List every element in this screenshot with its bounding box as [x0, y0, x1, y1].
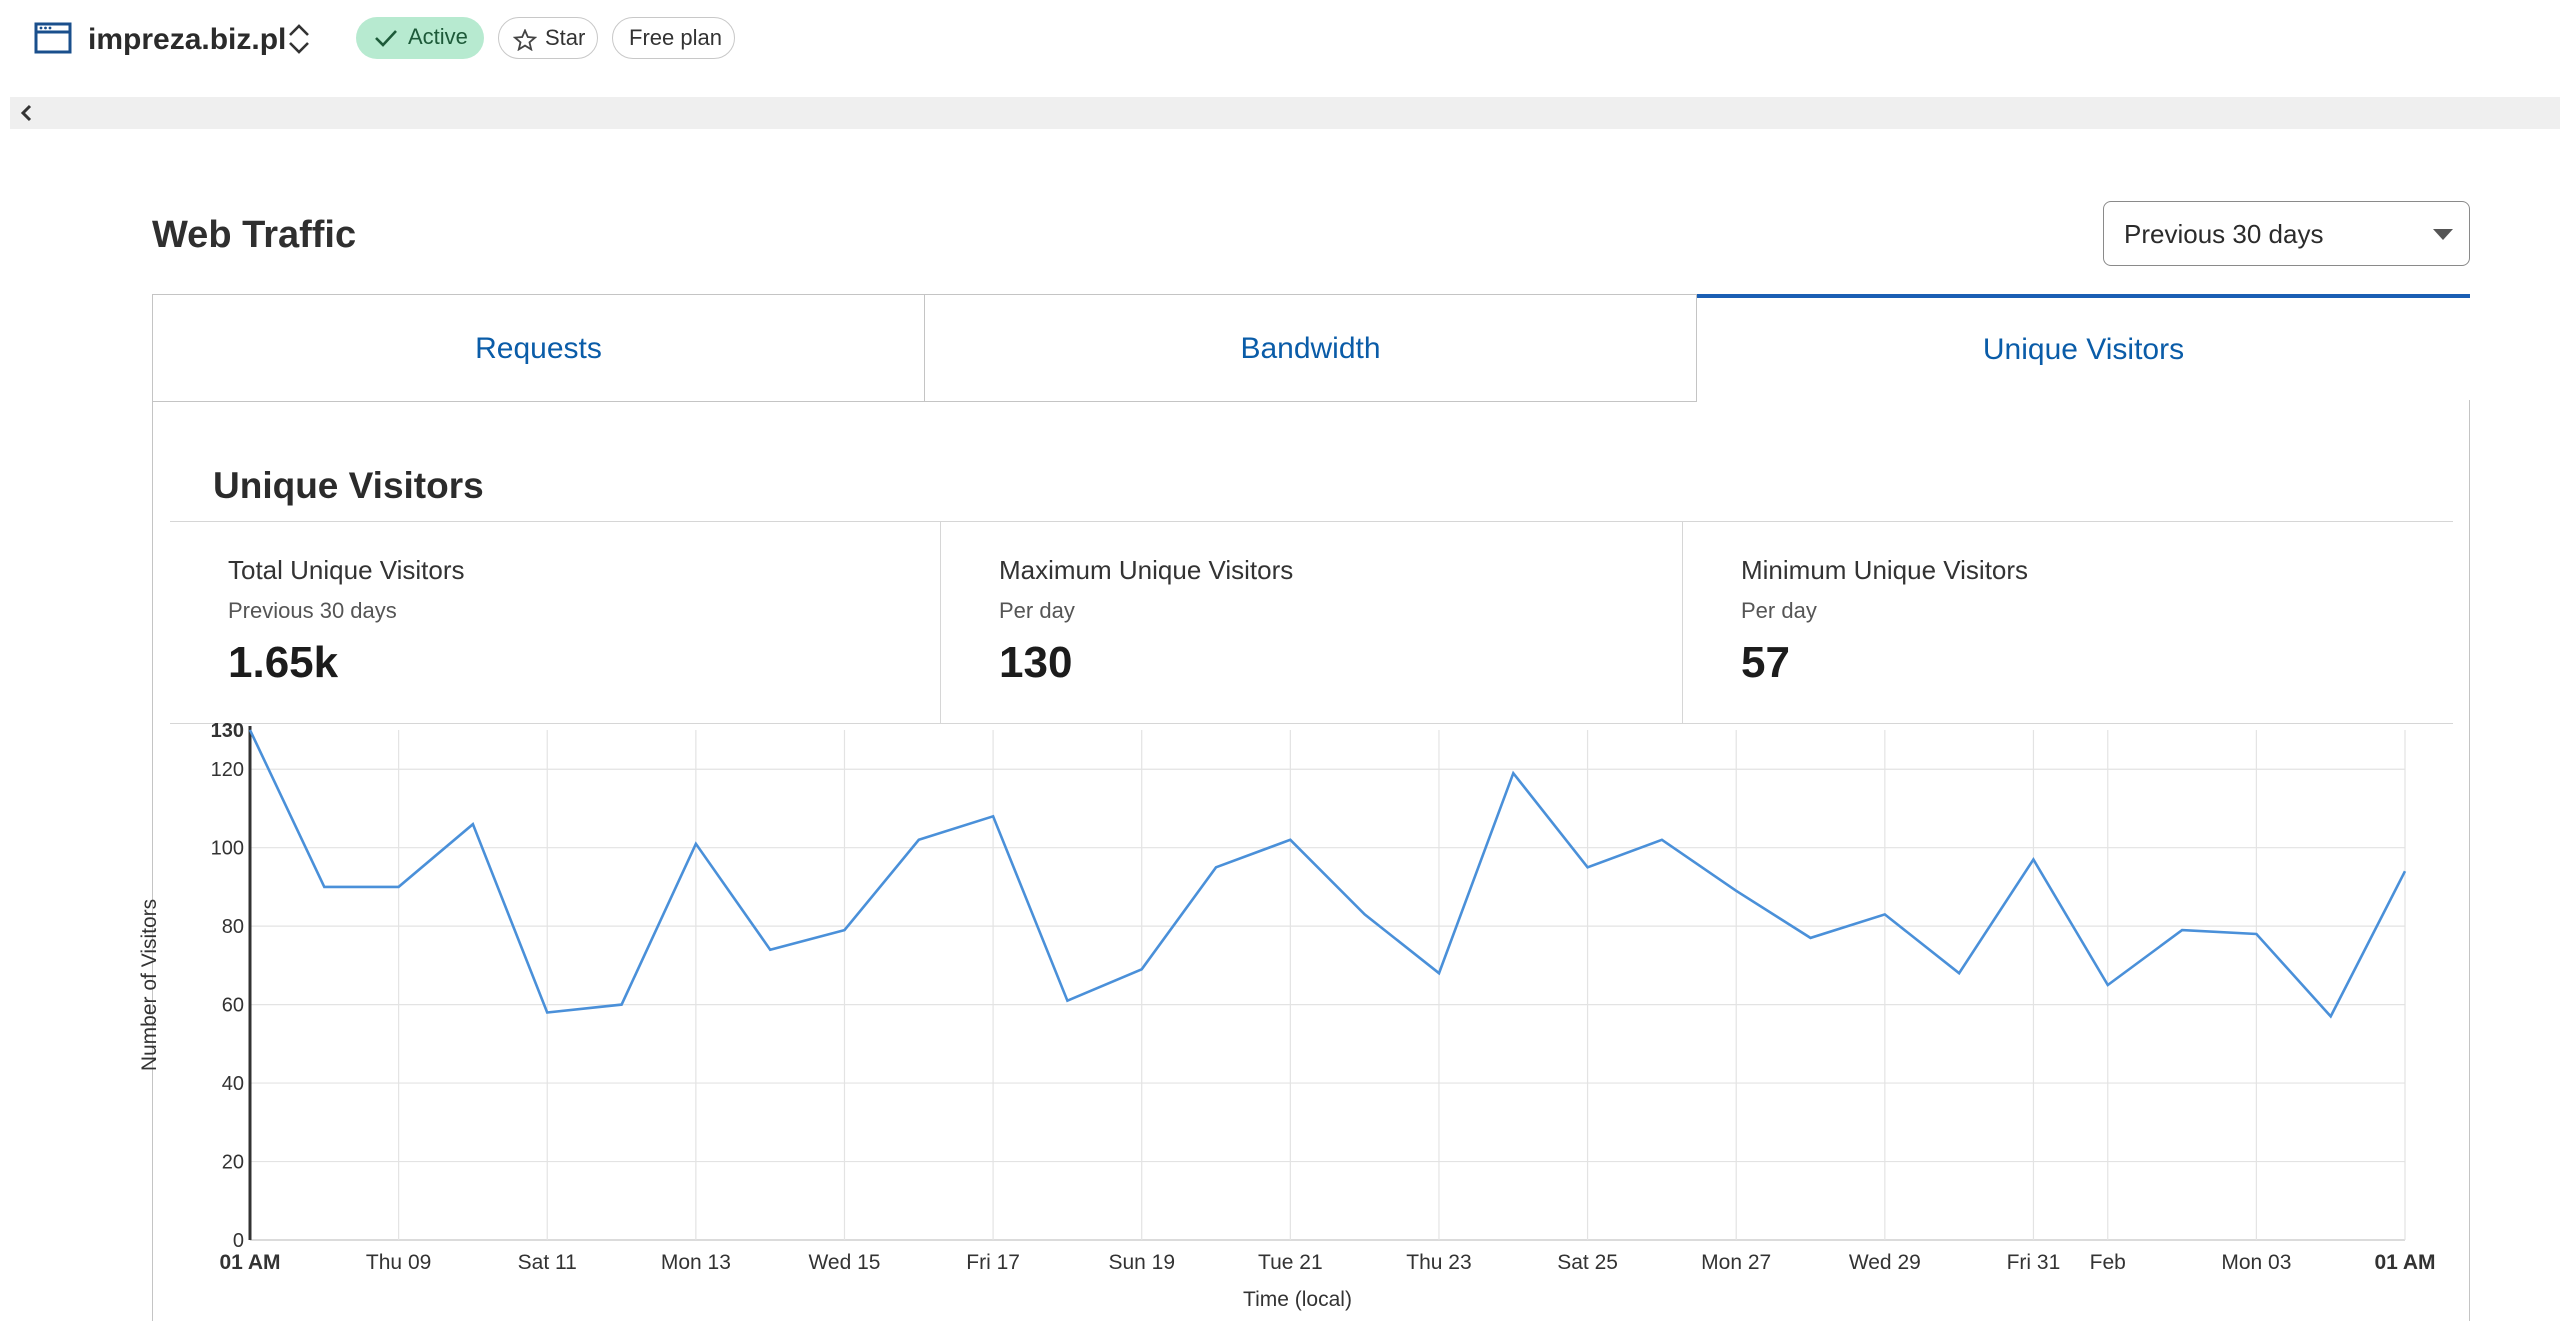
y-axis-ticks: 0 20 40 60 80 100 120 130: [211, 720, 244, 1252]
site-name: impreza.biz.pl: [88, 23, 287, 56]
x-tick-label: Feb: [2090, 1251, 2126, 1274]
y-tick-label: 0: [233, 1230, 244, 1252]
x-tick-label: Mon 13: [661, 1251, 731, 1274]
tab-bandwidth[interactable]: Bandwidth: [924, 294, 1697, 402]
collapse-sidebar-bar[interactable]: [10, 97, 2560, 129]
y-tick-label: 100: [211, 838, 244, 860]
caret-down-icon: [2433, 229, 2453, 240]
y-tick-label: 120: [211, 759, 244, 781]
chart-grid: [249, 730, 2406, 1241]
tab-panel: [152, 400, 2470, 1321]
stat-value: 130: [999, 638, 1073, 687]
x-tick-label: Wed 15: [808, 1251, 880, 1274]
star-label: Star: [545, 25, 586, 50]
y-axis-label: Number of Visitors: [138, 899, 161, 1071]
stat-sublabel: Per day: [999, 598, 1075, 623]
plan-badge[interactable]: Free plan: [612, 17, 735, 59]
x-tick-label: Thu 09: [366, 1251, 431, 1274]
stat-value: 57: [1741, 638, 1790, 687]
chevron-up-down-icon[interactable]: [286, 20, 312, 58]
x-tick-label: Fri 17: [966, 1251, 1020, 1274]
x-axis-label: Time (local): [1243, 1288, 1352, 1311]
y-tick-label: 40: [222, 1073, 244, 1095]
traffic-tabs: Requests Bandwidth Unique Visitors: [152, 294, 2470, 402]
y-tick-label: 20: [222, 1152, 244, 1174]
star-icon: [513, 29, 537, 51]
star-button[interactable]: Star: [498, 17, 598, 59]
x-axis-ticks: 01 AM Thu 09 Sat 11 Mon 13 Wed 15 Fri 17 Sun 1…: [219, 1251, 2435, 1274]
stat-label: Minimum Unique Visitors: [1741, 555, 2029, 585]
stat-sublabel: Previous 30 days: [228, 598, 397, 623]
stat-sublabel: Per day: [1741, 598, 1817, 623]
browser-window-icon: [34, 22, 72, 54]
x-tick-label: Sat 25: [1557, 1251, 1618, 1274]
x-tick-label: Mon 03: [2221, 1251, 2291, 1274]
stat-minimum: Minimum Unique Visitors Per day 57: [1682, 522, 2453, 723]
y-tick-label: 80: [222, 916, 244, 938]
y-tick-label: 130: [211, 720, 244, 742]
x-tick-label: Sat 11: [518, 1251, 577, 1274]
stat-total: Total Unique Visitors Previous 30 days 1…: [170, 522, 941, 723]
chevron-left-icon[interactable]: [18, 103, 34, 123]
date-range-select[interactable]: Previous 30 days: [2103, 201, 2470, 266]
stat-maximum: Maximum Unique Visitors Per day 130: [940, 522, 1682, 723]
x-tick-label: Mon 27: [1701, 1251, 1771, 1274]
x-tick-label: Wed 29: [1849, 1251, 1921, 1274]
stat-value: 1.65k: [228, 638, 339, 687]
status-badge: Active: [356, 17, 484, 59]
stat-label: Maximum Unique Visitors: [999, 555, 1294, 585]
x-tick-label: Fri 31: [2007, 1251, 2061, 1274]
unique-visitors-chart: 0 20 40 60 80 100 120 130 01 AM Thu 09 Sat 11 Mon …: [138, 720, 2436, 1311]
x-tick-label: Thu 23: [1406, 1251, 1471, 1274]
date-range-value: Previous 30 days: [2124, 219, 2324, 249]
tab-requests[interactable]: Requests: [152, 294, 925, 402]
stat-label: Total Unique Visitors: [228, 555, 465, 585]
site-header: impreza.biz.pl Active Star Free plan: [0, 0, 2560, 80]
x-tick-label: 01 AM: [219, 1251, 280, 1274]
series-points: [249, 729, 2406, 1017]
section-title: Unique Visitors: [213, 465, 484, 506]
check-icon: [375, 30, 397, 47]
status-label: Active: [408, 24, 468, 49]
page-title: Web Traffic: [152, 214, 357, 256]
y-tick-label: 60: [222, 995, 244, 1017]
x-tick-label: Sun 19: [1108, 1251, 1175, 1274]
x-tick-label: Tue 21: [1258, 1251, 1323, 1274]
tab-unique-visitors[interactable]: Unique Visitors: [1697, 294, 2470, 402]
x-tick-label: 01 AM: [2374, 1251, 2435, 1274]
series-line: [248, 729, 2407, 1019]
stats-row: Total Unique Visitors Previous 30 days 1…: [170, 521, 2453, 724]
